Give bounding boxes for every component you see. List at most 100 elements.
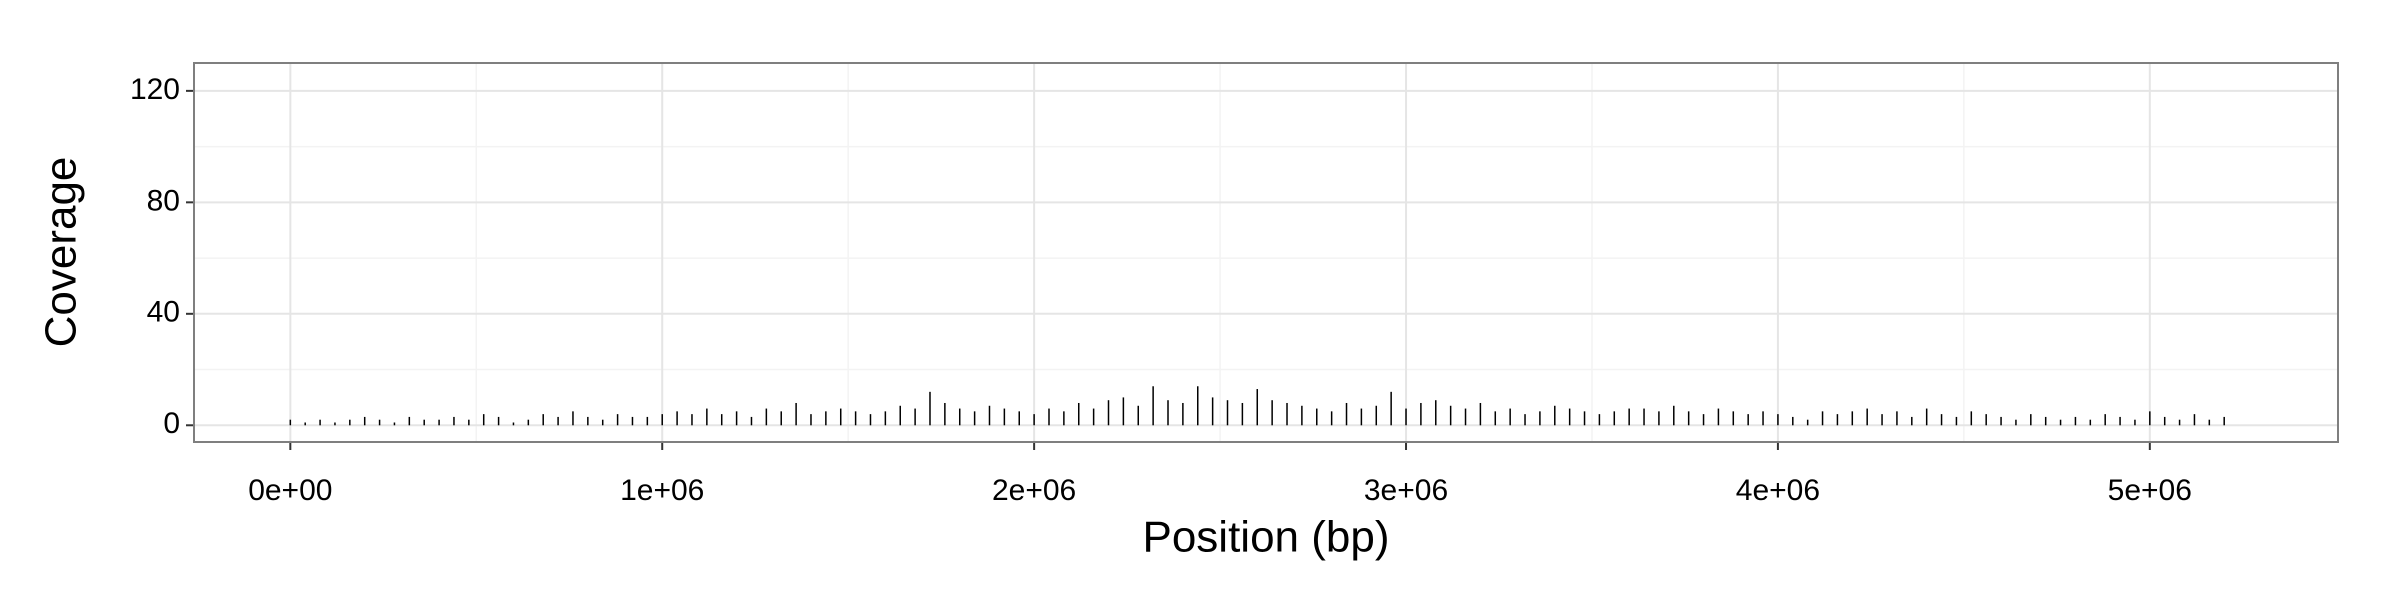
- bar: [1286, 402, 1288, 426]
- bar: [1107, 400, 1110, 426]
- bar: [378, 419, 381, 426]
- x-tick-label: 2e+06: [992, 474, 1076, 507]
- y-tick-label: 80: [147, 184, 180, 217]
- bar: [720, 414, 723, 426]
- bar: [631, 416, 634, 426]
- bar: [1197, 386, 1199, 426]
- bar: [1435, 400, 1437, 426]
- bar: [1152, 386, 1154, 426]
- bar: [349, 419, 351, 426]
- bar: [2223, 416, 2225, 426]
- bar: [1018, 411, 1020, 426]
- bar: [2149, 411, 2151, 426]
- bar: [1539, 411, 1541, 426]
- bar: [1851, 411, 1854, 426]
- x-tick-label: 3e+06: [1364, 474, 1448, 507]
- bar: [1405, 408, 1407, 426]
- bar: [497, 416, 500, 426]
- panel-border: [193, 62, 2339, 443]
- bar: [1048, 408, 1050, 426]
- y-tick-label: 0: [163, 407, 180, 440]
- bar: [1241, 402, 1244, 426]
- bar: [1316, 408, 1318, 426]
- bar: [1836, 414, 1839, 426]
- bar: [1211, 397, 1214, 426]
- bar: [1137, 405, 1140, 426]
- bar: [1301, 405, 1303, 426]
- bar: [1732, 411, 1735, 426]
- bar: [393, 422, 396, 426]
- bar: [988, 405, 991, 426]
- bar: [914, 408, 916, 426]
- bar: [1256, 389, 1259, 426]
- bar: [1628, 408, 1630, 426]
- x-tick-label: 5e+06: [2108, 474, 2192, 507]
- bar: [2000, 416, 2002, 426]
- bar: [1360, 408, 1363, 426]
- bar: [929, 391, 931, 426]
- bar: [1985, 414, 1987, 426]
- bar: [2104, 414, 2106, 426]
- bar: [765, 408, 768, 426]
- bar: [1479, 402, 1482, 426]
- bar: [438, 419, 440, 426]
- bar: [1464, 408, 1467, 426]
- bar: [1940, 414, 1943, 426]
- bar: [810, 414, 812, 426]
- bar: [1568, 408, 1571, 426]
- y-axis-title: Coverage: [37, 157, 86, 348]
- bar: [1613, 411, 1616, 426]
- bar: [1970, 411, 1973, 426]
- bar: [2178, 419, 2181, 426]
- bar: [1092, 408, 1095, 426]
- bar: [1524, 414, 1526, 426]
- bar: [1911, 416, 1913, 426]
- x-axis-title: Position (bp): [1142, 513, 1389, 562]
- bar: [1583, 411, 1586, 426]
- bar: [750, 416, 753, 426]
- bar: [512, 422, 515, 426]
- bar: [1777, 414, 1779, 426]
- bar: [1896, 411, 1898, 426]
- bar: [706, 408, 708, 426]
- x-tick-label: 1e+06: [620, 474, 704, 507]
- bar: [1167, 400, 1169, 426]
- bar: [1762, 411, 1764, 426]
- bar: [363, 416, 366, 426]
- bar: [2030, 414, 2032, 426]
- bar: [2134, 419, 2136, 426]
- bar: [1449, 405, 1452, 426]
- bar: [1717, 408, 1720, 426]
- bar: [1866, 408, 1868, 426]
- bar: [2208, 419, 2211, 426]
- y-tick-label: 40: [147, 296, 180, 329]
- bar: [661, 414, 663, 426]
- bar: [1673, 405, 1675, 426]
- bar: [1955, 416, 1958, 426]
- bar: [1271, 400, 1273, 426]
- bar: [557, 416, 559, 426]
- bar: [884, 411, 887, 426]
- bar: [423, 419, 425, 426]
- bar: [1077, 402, 1080, 426]
- bar: [453, 416, 455, 426]
- bar: [408, 416, 411, 426]
- bar: [735, 411, 738, 426]
- bar: [1063, 411, 1065, 426]
- bar: [1003, 408, 1006, 426]
- bar: [1643, 408, 1645, 426]
- bar: [1792, 416, 1794, 426]
- bar: [1687, 411, 1690, 426]
- bar: [1033, 414, 1035, 426]
- bar: [289, 419, 292, 426]
- bar: [676, 411, 678, 426]
- bar: [2059, 419, 2062, 426]
- bar: [587, 416, 589, 426]
- bar: [1390, 391, 1392, 426]
- bar: [1881, 414, 1883, 426]
- bar: [2074, 416, 2077, 426]
- bar: [1702, 414, 1705, 426]
- bar: [825, 411, 827, 426]
